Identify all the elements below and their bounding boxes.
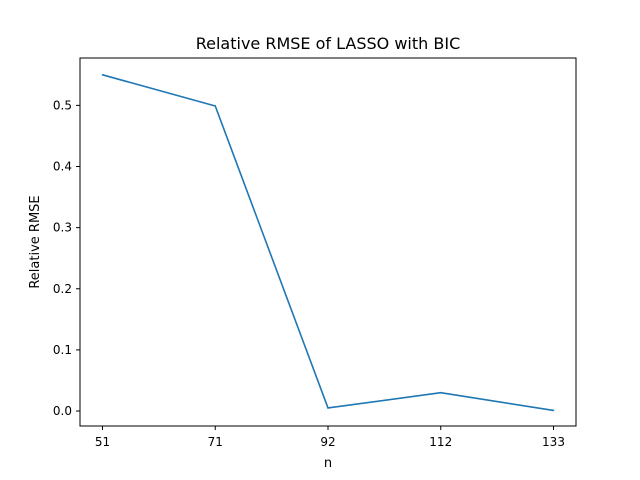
y-tick-label: 0.1 — [53, 343, 72, 357]
y-axis: 0.0 0.1 0.2 0.3 0.4 0.5 — [53, 98, 80, 418]
y-tick-label: 0.4 — [53, 160, 72, 174]
y-axis-label: Relative RMSE — [28, 195, 43, 288]
y-tick-label: 0.3 — [53, 221, 72, 235]
data-point — [439, 391, 442, 394]
x-tick-label: 133 — [542, 435, 565, 449]
y-tick-label: 0.0 — [53, 404, 72, 418]
data-point — [552, 409, 555, 412]
x-tick-label: 112 — [429, 435, 452, 449]
x-tick-label: 51 — [95, 435, 110, 449]
chart-title: Relative RMSE of LASSO with BIC — [196, 34, 461, 53]
x-tick-label: 92 — [320, 435, 335, 449]
y-tick-label: 0.2 — [53, 282, 72, 296]
plot-area — [101, 74, 555, 412]
x-axis-label: n — [324, 456, 332, 471]
y-tick-label: 0.5 — [53, 98, 72, 112]
series-line — [102, 74, 554, 412]
data-point — [327, 407, 329, 409]
x-axis: 51 71 92 112 133 — [95, 426, 565, 449]
x-tick-label: 71 — [208, 435, 223, 449]
data-point — [214, 105, 217, 107]
data-point — [101, 74, 104, 76]
plot-frame — [79, 57, 577, 427]
